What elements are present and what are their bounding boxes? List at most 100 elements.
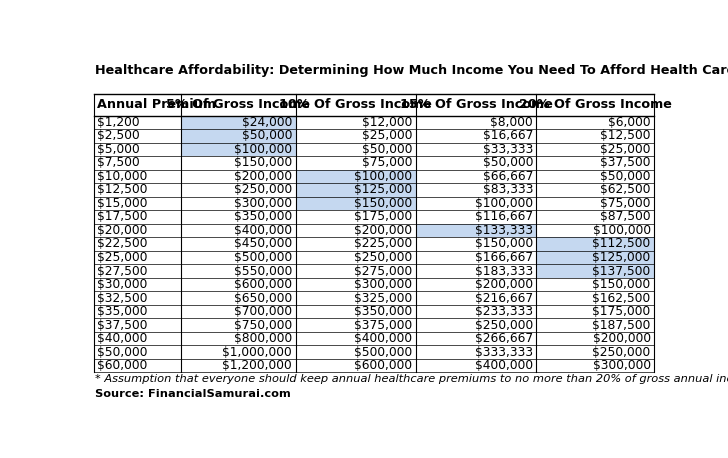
Text: $30,000: $30,000	[97, 278, 147, 291]
Text: $500,000: $500,000	[355, 346, 413, 359]
Text: $35,000: $35,000	[97, 305, 147, 318]
Text: $183,333: $183,333	[475, 265, 533, 278]
Text: $75,000: $75,000	[362, 157, 413, 169]
Text: $6,000: $6,000	[608, 116, 651, 129]
Text: $300,000: $300,000	[593, 359, 651, 372]
Text: $225,000: $225,000	[355, 238, 413, 251]
Text: $62,500: $62,500	[600, 184, 651, 196]
Text: $450,000: $450,000	[234, 238, 292, 251]
Text: $150,000: $150,000	[475, 238, 533, 251]
Text: $112,500: $112,500	[593, 238, 651, 251]
Text: $250,000: $250,000	[355, 251, 413, 264]
Text: $400,000: $400,000	[355, 332, 413, 345]
Bar	[296, 183, 416, 196]
Text: $275,000: $275,000	[355, 265, 413, 278]
Text: $100,000: $100,000	[355, 170, 413, 183]
Text: $15,000: $15,000	[97, 197, 147, 210]
Text: $125,000: $125,000	[355, 184, 413, 196]
Text: $22,500: $22,500	[97, 238, 147, 251]
Text: Annual Premium: Annual Premium	[97, 98, 215, 111]
Text: $87,500: $87,500	[600, 211, 651, 224]
Bar	[181, 142, 296, 156]
Text: $1,200: $1,200	[97, 116, 139, 129]
Text: $12,500: $12,500	[97, 184, 147, 196]
Text: $350,000: $350,000	[234, 211, 292, 224]
Text: $150,000: $150,000	[234, 157, 292, 169]
Text: $250,000: $250,000	[234, 184, 292, 196]
Text: $37,500: $37,500	[600, 157, 651, 169]
Text: $27,500: $27,500	[97, 265, 147, 278]
Text: $500,000: $500,000	[234, 251, 292, 264]
Text: $12,000: $12,000	[363, 116, 413, 129]
Text: $1,200,000: $1,200,000	[222, 359, 292, 372]
Text: $300,000: $300,000	[234, 197, 292, 210]
Text: $50,000: $50,000	[242, 130, 292, 142]
Text: $233,333: $233,333	[475, 305, 533, 318]
Text: $187,500: $187,500	[593, 319, 651, 332]
Text: $200,000: $200,000	[234, 170, 292, 183]
Text: $300,000: $300,000	[355, 278, 413, 291]
Text: $37,500: $37,500	[97, 319, 147, 332]
Text: $600,000: $600,000	[355, 359, 413, 372]
Text: $20,000: $20,000	[97, 224, 147, 237]
Text: $116,667: $116,667	[475, 211, 533, 224]
Text: $216,667: $216,667	[475, 292, 533, 305]
Text: $100,000: $100,000	[475, 197, 533, 210]
Text: 15% Of Gross Income: 15% Of Gross Income	[400, 98, 553, 111]
Text: $32,500: $32,500	[97, 292, 147, 305]
Text: $800,000: $800,000	[234, 332, 292, 345]
Bar	[537, 251, 654, 264]
Text: $200,000: $200,000	[355, 224, 413, 237]
Text: $250,000: $250,000	[475, 319, 533, 332]
Text: $50,000: $50,000	[97, 346, 147, 359]
Text: $10,000: $10,000	[97, 170, 147, 183]
Text: $133,333: $133,333	[475, 224, 533, 237]
Text: $600,000: $600,000	[234, 278, 292, 291]
Text: $50,000: $50,000	[483, 157, 533, 169]
Text: $2,500: $2,500	[97, 130, 139, 142]
Text: $5,000: $5,000	[97, 143, 139, 156]
Text: $266,667: $266,667	[475, 332, 533, 345]
Bar	[537, 237, 654, 251]
Text: $100,000: $100,000	[593, 224, 651, 237]
Text: $66,667: $66,667	[483, 170, 533, 183]
Text: $200,000: $200,000	[475, 278, 533, 291]
Text: $250,000: $250,000	[593, 346, 651, 359]
Text: $375,000: $375,000	[355, 319, 413, 332]
Text: $40,000: $40,000	[97, 332, 147, 345]
Text: Source: FinancialSamurai.com: Source: FinancialSamurai.com	[95, 389, 290, 399]
Text: $650,000: $650,000	[234, 292, 292, 305]
Text: $12,500: $12,500	[600, 130, 651, 142]
Text: $50,000: $50,000	[600, 170, 651, 183]
Text: $350,000: $350,000	[355, 305, 413, 318]
Text: $50,000: $50,000	[362, 143, 413, 156]
Text: $17,500: $17,500	[97, 211, 147, 224]
Text: $7,500: $7,500	[97, 157, 139, 169]
Text: $8,000: $8,000	[490, 116, 533, 129]
Text: 10% Of Gross Income: 10% Of Gross Income	[280, 98, 432, 111]
Bar	[181, 115, 296, 129]
Text: $400,000: $400,000	[475, 359, 533, 372]
Bar	[537, 264, 654, 278]
Bar	[416, 224, 537, 237]
Text: $33,333: $33,333	[483, 143, 533, 156]
Text: $175,000: $175,000	[355, 211, 413, 224]
Text: $137,500: $137,500	[593, 265, 651, 278]
Text: $75,000: $75,000	[600, 197, 651, 210]
Text: $125,000: $125,000	[593, 251, 651, 264]
Text: $1,000,000: $1,000,000	[222, 346, 292, 359]
Text: $150,000: $150,000	[355, 197, 413, 210]
Text: $325,000: $325,000	[355, 292, 413, 305]
Text: $60,000: $60,000	[97, 359, 147, 372]
Text: $16,667: $16,667	[483, 130, 533, 142]
Text: $25,000: $25,000	[97, 251, 147, 264]
Text: $25,000: $25,000	[362, 130, 413, 142]
Text: $83,333: $83,333	[483, 184, 533, 196]
Text: $333,333: $333,333	[475, 346, 533, 359]
Bar	[181, 129, 296, 142]
Text: 20% Of Gross Income: 20% Of Gross Income	[519, 98, 672, 111]
Text: $550,000: $550,000	[234, 265, 292, 278]
Text: 5% Of Gross Income: 5% Of Gross Income	[166, 98, 310, 111]
Text: $175,000: $175,000	[593, 305, 651, 318]
Text: * Assumption that everyone should keep annual healthcare premiums to no more tha: * Assumption that everyone should keep a…	[95, 374, 728, 384]
